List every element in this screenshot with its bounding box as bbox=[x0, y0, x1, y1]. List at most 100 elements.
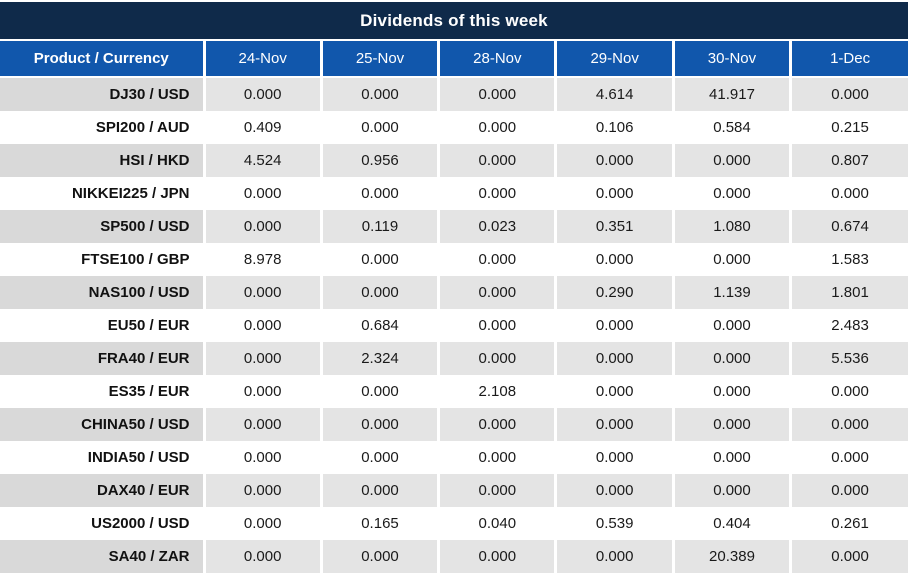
dividend-value-cell: 0.000 bbox=[437, 177, 556, 210]
table-row: US2000 / USD 0.000 0.165 0.040 0.539 0.4… bbox=[0, 507, 908, 540]
dividend-value-cell: 0.000 bbox=[202, 77, 322, 111]
dividend-value-cell: 0.165 bbox=[319, 507, 439, 540]
dividend-value-cell: 0.261 bbox=[789, 507, 908, 540]
dividend-value-cell: 4.614 bbox=[554, 77, 674, 111]
table-row: EU50 / EUR 0.000 0.684 0.000 0.000 0.000… bbox=[0, 309, 908, 342]
dividend-value-cell: 0.000 bbox=[671, 408, 791, 441]
dividend-value-cell: 0.215 bbox=[789, 111, 908, 144]
dividend-value-cell: 0.000 bbox=[437, 243, 556, 276]
column-header-product: Product / Currency bbox=[0, 41, 204, 78]
dividend-value-cell: 0.404 bbox=[671, 507, 791, 540]
dividend-value-cell: 0.000 bbox=[789, 77, 908, 111]
product-cell: FTSE100 / GBP bbox=[0, 243, 204, 276]
table-title: Dividends of this week bbox=[360, 10, 548, 30]
dividend-value-cell: 0.000 bbox=[319, 111, 439, 144]
dividend-value-cell: 0.684 bbox=[319, 309, 439, 342]
dividend-value-cell: 0.000 bbox=[554, 309, 674, 342]
table-body: DJ30 / USD 0.000 0.000 0.000 4.614 41.91… bbox=[0, 77, 908, 573]
dividend-value-cell: 8.978 bbox=[202, 243, 322, 276]
dividend-value-cell: 0.000 bbox=[437, 77, 556, 111]
dividend-value-cell: 0.674 bbox=[789, 210, 908, 243]
product-cell: FRA40 / EUR bbox=[0, 342, 204, 375]
product-cell: EU50 / EUR bbox=[0, 309, 204, 342]
table-row: INDIA50 / USD 0.000 0.000 0.000 0.000 0.… bbox=[0, 441, 908, 474]
dividend-value-cell: 0.000 bbox=[202, 276, 322, 309]
dividend-value-cell: 0.000 bbox=[554, 342, 674, 375]
dividend-value-cell: 0.000 bbox=[319, 375, 439, 408]
dividend-value-cell: 0.000 bbox=[437, 309, 556, 342]
dividend-value-cell: 0.351 bbox=[554, 210, 674, 243]
dividend-value-cell: 0.000 bbox=[789, 474, 908, 507]
dividends-table: Product / Currency 24-Nov 25-Nov 28-Nov … bbox=[0, 41, 908, 573]
dividend-value-cell: 0.000 bbox=[202, 177, 322, 210]
column-header-date-5: 30-Nov bbox=[671, 41, 791, 78]
dividend-value-cell: 0.000 bbox=[202, 540, 322, 573]
table-title-bar: Dividends of this week bbox=[0, 2, 908, 39]
dividend-value-cell: 1.583 bbox=[789, 243, 908, 276]
table-row: CHINA50 / USD 0.000 0.000 0.000 0.000 0.… bbox=[0, 408, 908, 441]
dividend-value-cell: 0.023 bbox=[437, 210, 556, 243]
dividend-value-cell: 0.956 bbox=[319, 144, 439, 177]
table-row: FRA40 / EUR 0.000 2.324 0.000 0.000 0.00… bbox=[0, 342, 908, 375]
dividend-value-cell: 0.000 bbox=[202, 507, 322, 540]
table-row: FTSE100 / GBP 8.978 0.000 0.000 0.000 0.… bbox=[0, 243, 908, 276]
table-row: SP500 / USD 0.000 0.119 0.023 0.351 1.08… bbox=[0, 210, 908, 243]
dividend-value-cell: 0.409 bbox=[202, 111, 322, 144]
product-cell: INDIA50 / USD bbox=[0, 441, 204, 474]
dividend-value-cell: 0.000 bbox=[554, 408, 674, 441]
dividend-value-cell: 0.000 bbox=[202, 210, 322, 243]
dividend-value-cell: 0.000 bbox=[671, 342, 791, 375]
dividend-value-cell: 0.000 bbox=[789, 441, 908, 474]
dividend-value-cell: 2.483 bbox=[789, 309, 908, 342]
table-row: NIKKEI225 / JPN 0.000 0.000 0.000 0.000 … bbox=[0, 177, 908, 210]
product-cell: SA40 / ZAR bbox=[0, 540, 204, 573]
dividend-value-cell: 0.000 bbox=[319, 540, 439, 573]
table-row: DJ30 / USD 0.000 0.000 0.000 4.614 41.91… bbox=[0, 77, 908, 111]
product-cell: NAS100 / USD bbox=[0, 276, 204, 309]
dividend-value-cell: 0.000 bbox=[319, 243, 439, 276]
dividend-value-cell: 0.000 bbox=[437, 111, 556, 144]
dividend-value-cell: 0.807 bbox=[789, 144, 908, 177]
dividend-value-cell: 41.917 bbox=[671, 77, 791, 111]
table-row: SPI200 / AUD 0.409 0.000 0.000 0.106 0.5… bbox=[0, 111, 908, 144]
dividend-value-cell: 0.000 bbox=[202, 375, 322, 408]
dividend-value-cell: 0.000 bbox=[554, 375, 674, 408]
dividend-value-cell: 0.000 bbox=[554, 474, 674, 507]
dividend-value-cell: 0.000 bbox=[789, 408, 908, 441]
dividend-value-cell: 0.000 bbox=[319, 177, 439, 210]
dividend-value-cell: 0.000 bbox=[202, 309, 322, 342]
product-cell: DJ30 / USD bbox=[0, 77, 204, 111]
table-header: Product / Currency 24-Nov 25-Nov 28-Nov … bbox=[0, 41, 908, 78]
product-cell: ES35 / EUR bbox=[0, 375, 204, 408]
dividend-value-cell: 0.000 bbox=[437, 144, 556, 177]
dividend-value-cell: 2.108 bbox=[437, 375, 556, 408]
product-cell: NIKKEI225 / JPN bbox=[0, 177, 204, 210]
dividend-value-cell: 0.000 bbox=[437, 540, 556, 573]
product-cell: CHINA50 / USD bbox=[0, 408, 204, 441]
product-cell: HSI / HKD bbox=[0, 144, 204, 177]
dividend-value-cell: 0.106 bbox=[554, 111, 674, 144]
dividend-value-cell: 0.000 bbox=[319, 77, 439, 111]
dividend-value-cell: 0.000 bbox=[671, 474, 791, 507]
dividend-value-cell: 1.801 bbox=[789, 276, 908, 309]
dividend-value-cell: 1.080 bbox=[671, 210, 791, 243]
dividend-value-cell: 0.539 bbox=[554, 507, 674, 540]
product-cell: US2000 / USD bbox=[0, 507, 204, 540]
dividend-value-cell: 0.000 bbox=[554, 144, 674, 177]
dividend-value-cell: 4.524 bbox=[202, 144, 322, 177]
dividend-value-cell: 0.290 bbox=[554, 276, 674, 309]
table-row: DAX40 / EUR 0.000 0.000 0.000 0.000 0.00… bbox=[0, 474, 908, 507]
dividend-value-cell: 0.000 bbox=[671, 243, 791, 276]
column-header-date-1: 24-Nov bbox=[202, 41, 322, 78]
dividend-value-cell: 0.000 bbox=[789, 540, 908, 573]
dividend-value-cell: 0.000 bbox=[319, 474, 439, 507]
table-row: SA40 / ZAR 0.000 0.000 0.000 0.000 20.38… bbox=[0, 540, 908, 573]
product-cell: SP500 / USD bbox=[0, 210, 204, 243]
dividend-value-cell: 0.000 bbox=[789, 375, 908, 408]
column-header-date-2: 25-Nov bbox=[319, 41, 439, 78]
dividend-value-cell: 0.000 bbox=[202, 408, 322, 441]
dividend-value-cell: 0.000 bbox=[437, 441, 556, 474]
dividend-value-cell: 0.000 bbox=[554, 243, 674, 276]
table-row: ES35 / EUR 0.000 0.000 2.108 0.000 0.000… bbox=[0, 375, 908, 408]
dividend-value-cell: 0.000 bbox=[319, 408, 439, 441]
